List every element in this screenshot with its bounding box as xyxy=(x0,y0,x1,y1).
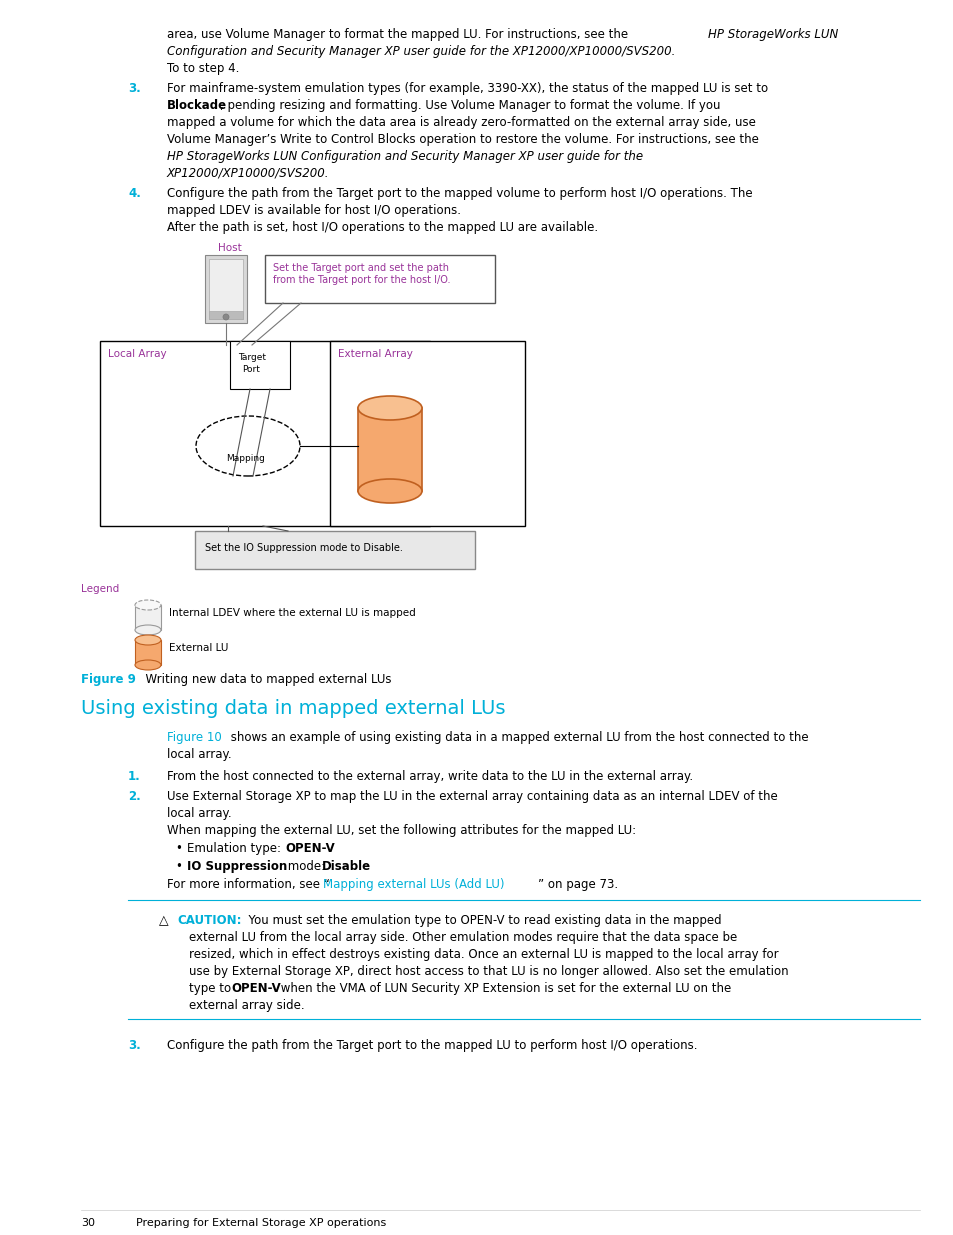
Text: Figure 9: Figure 9 xyxy=(81,673,135,685)
Bar xyxy=(330,341,524,526)
Text: When mapping the external LU, set the following attributes for the mapped LU:: When mapping the external LU, set the fo… xyxy=(167,824,636,837)
Ellipse shape xyxy=(135,659,161,671)
Bar xyxy=(230,341,290,389)
Text: Target: Target xyxy=(237,353,266,362)
Text: 3.: 3. xyxy=(128,1039,141,1052)
Text: Host: Host xyxy=(218,243,241,253)
Bar xyxy=(209,259,243,319)
Text: OPEN-V: OPEN-V xyxy=(285,842,335,855)
Bar xyxy=(135,605,161,630)
Text: 2.: 2. xyxy=(128,790,141,803)
Bar xyxy=(357,408,421,492)
Ellipse shape xyxy=(195,416,299,475)
Bar xyxy=(205,254,247,324)
Text: After the path is set, host I/O operations to the mapped LU are available.: After the path is set, host I/O operatio… xyxy=(167,221,598,233)
Ellipse shape xyxy=(223,314,229,320)
Text: 4.: 4. xyxy=(128,186,141,200)
Text: HP StorageWorks LUN: HP StorageWorks LUN xyxy=(707,28,838,41)
Text: External LU: External LU xyxy=(169,643,228,653)
Text: when the VMA of LUN Security XP Extension is set for the external LU on the: when the VMA of LUN Security XP Extensio… xyxy=(276,982,731,995)
Text: shows an example of using existing data in a mapped external LU from the host co: shows an example of using existing data … xyxy=(227,731,808,743)
Text: Configure the path from the Target port to the mapped volume to perform host I/O: Configure the path from the Target port … xyxy=(167,186,752,200)
Text: Using existing data in mapped external LUs: Using existing data in mapped external L… xyxy=(81,699,505,718)
Text: OPEN-V: OPEN-V xyxy=(231,982,280,995)
Text: Set the Target port and set the path: Set the Target port and set the path xyxy=(273,263,449,273)
Text: Volume Manager’s Write to Control Blocks operation to restore the volume. For in: Volume Manager’s Write to Control Blocks… xyxy=(167,133,758,146)
Text: Configuration and Security Manager XP user guide for the XP12000/XP10000/SVS200.: Configuration and Security Manager XP us… xyxy=(167,44,675,58)
Text: Internal LDEV where the external LU is mapped: Internal LDEV where the external LU is m… xyxy=(169,608,416,618)
Text: △: △ xyxy=(159,914,169,927)
Text: mapped LDEV is available for host I/O operations.: mapped LDEV is available for host I/O op… xyxy=(167,204,460,217)
Text: area, use Volume Manager to format the mapped LU. For instructions, see the: area, use Volume Manager to format the m… xyxy=(167,28,631,41)
Text: To to step 4.: To to step 4. xyxy=(167,62,239,75)
Text: use by External Storage XP, direct host access to that LU is no longer allowed. : use by External Storage XP, direct host … xyxy=(189,965,788,978)
Text: CAUTION:: CAUTION: xyxy=(177,914,241,927)
Text: external array side.: external array side. xyxy=(189,999,304,1011)
Text: HP StorageWorks LUN Configuration and Security Manager XP user guide for the: HP StorageWorks LUN Configuration and Se… xyxy=(167,149,642,163)
Text: Figure 10: Figure 10 xyxy=(167,731,221,743)
Text: You must set the emulation type to OPEN-V to read existing data in the mapped: You must set the emulation type to OPEN-… xyxy=(241,914,720,927)
Text: ” on page 73.: ” on page 73. xyxy=(537,878,618,890)
Text: Preparing for External Storage XP operations: Preparing for External Storage XP operat… xyxy=(136,1218,386,1228)
Text: Use External Storage XP to map the LU in the external array containing data as a: Use External Storage XP to map the LU in… xyxy=(167,790,777,803)
Text: Writing new data to mapped external LUs: Writing new data to mapped external LUs xyxy=(138,673,391,685)
Text: , pending resizing and formatting. Use Volume Manager to format the volume. If y: , pending resizing and formatting. Use V… xyxy=(220,99,720,112)
Text: For more information, see “: For more information, see “ xyxy=(167,878,330,890)
Text: •: • xyxy=(174,842,182,855)
Text: Blockade: Blockade xyxy=(167,99,227,112)
Text: local array.: local array. xyxy=(167,806,232,820)
Text: Mapping: Mapping xyxy=(226,454,265,463)
Text: Port: Port xyxy=(242,366,259,374)
Text: For mainframe-system emulation types (for example, 3390-XX), the status of the m: For mainframe-system emulation types (fo… xyxy=(167,82,767,95)
Text: Local Array: Local Array xyxy=(108,350,167,359)
Ellipse shape xyxy=(135,625,161,635)
Text: external LU from the local array side. Other emulation modes require that the da: external LU from the local array side. O… xyxy=(189,931,737,944)
Text: 3.: 3. xyxy=(128,82,141,95)
Text: mode:: mode: xyxy=(284,860,329,873)
Text: Emulation type:: Emulation type: xyxy=(187,842,284,855)
Text: local array.: local array. xyxy=(167,748,232,761)
Text: 30: 30 xyxy=(81,1218,95,1228)
Bar xyxy=(209,311,243,319)
Ellipse shape xyxy=(135,635,161,645)
Text: Set the IO Suppression mode to Disable.: Set the IO Suppression mode to Disable. xyxy=(205,543,402,553)
Text: resized, which in effect destroys existing data. Once an external LU is mapped t: resized, which in effect destroys existi… xyxy=(189,948,778,961)
Bar xyxy=(135,640,161,664)
Text: mapped a volume for which the data area is already zero-formatted on the externa: mapped a volume for which the data area … xyxy=(167,116,755,128)
Bar xyxy=(265,254,495,303)
Text: •: • xyxy=(174,860,182,873)
Bar xyxy=(194,531,475,569)
Ellipse shape xyxy=(135,600,161,610)
Bar xyxy=(100,341,430,526)
Text: type to: type to xyxy=(189,982,234,995)
Text: Disable: Disable xyxy=(322,860,371,873)
Ellipse shape xyxy=(357,479,421,503)
Text: from the Target port for the host I/O.: from the Target port for the host I/O. xyxy=(273,275,450,285)
Text: XP12000/XP10000/SVS200.: XP12000/XP10000/SVS200. xyxy=(167,167,329,180)
Text: 1.: 1. xyxy=(128,769,141,783)
Text: Legend: Legend xyxy=(81,584,119,594)
Text: IO Suppression: IO Suppression xyxy=(187,860,287,873)
Text: External Array: External Array xyxy=(337,350,413,359)
Text: Mapping external LUs (Add LU): Mapping external LUs (Add LU) xyxy=(323,878,504,890)
Text: Configure the path from the Target port to the mapped LU to perform host I/O ope: Configure the path from the Target port … xyxy=(167,1039,697,1052)
Ellipse shape xyxy=(357,396,421,420)
Text: From the host connected to the external array, write data to the LU in the exter: From the host connected to the external … xyxy=(167,769,693,783)
